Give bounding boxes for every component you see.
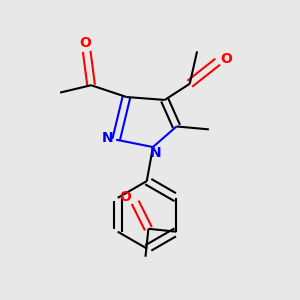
Text: N: N	[149, 146, 161, 160]
Text: O: O	[79, 36, 91, 50]
Text: N: N	[101, 131, 113, 145]
Text: O: O	[220, 52, 232, 66]
Text: O: O	[119, 190, 131, 204]
